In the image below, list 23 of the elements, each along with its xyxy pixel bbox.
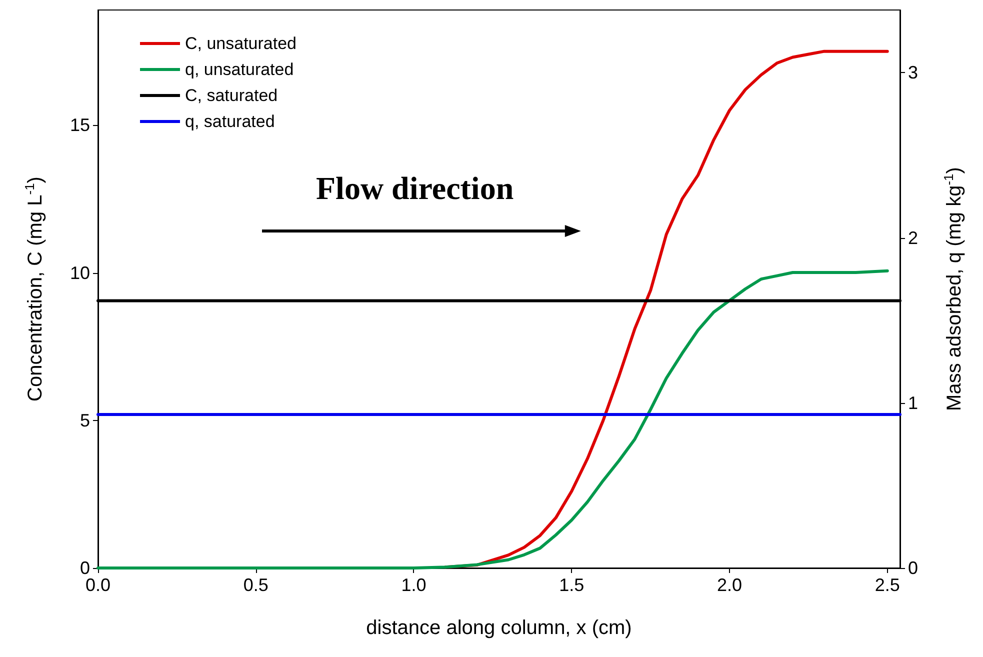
y2-tick-label: 1: [908, 392, 918, 413]
x-tick-label: 2.0: [716, 575, 742, 595]
y-tick-label: 15: [70, 115, 90, 136]
x-axis-title: distance along column, x (cm): [366, 617, 632, 639]
annotation: Flow direction: [316, 170, 514, 206]
line-series: [96, 269, 889, 570]
y2-tick-label: 3: [908, 62, 918, 83]
x-tick-label: 1.5: [559, 575, 584, 595]
y-tick-label: 5: [80, 410, 90, 430]
x-tick-label: 0.0: [85, 575, 111, 595]
x-tick-label: 2.5: [874, 575, 900, 595]
y-axis-title: Concentration, C (mg L-1): [22, 176, 46, 402]
legend-label: C, saturated: [185, 86, 278, 105]
x-tick-label: 0.5: [243, 575, 268, 595]
y2-tick-label: 2: [908, 228, 918, 248]
y-tick-label: 10: [70, 262, 90, 283]
x-tick-label: 1.0: [401, 575, 426, 595]
legend-label: q, unsaturated: [185, 60, 294, 79]
y2-tick-label: 0: [908, 558, 918, 578]
y2-axis-title: Mass adsorbed, q (mg kg-1): [941, 167, 966, 411]
legend-label: C, unsaturated: [185, 34, 297, 53]
legend-label: q, saturated: [185, 112, 275, 131]
y-tick-label: 0: [80, 558, 90, 578]
